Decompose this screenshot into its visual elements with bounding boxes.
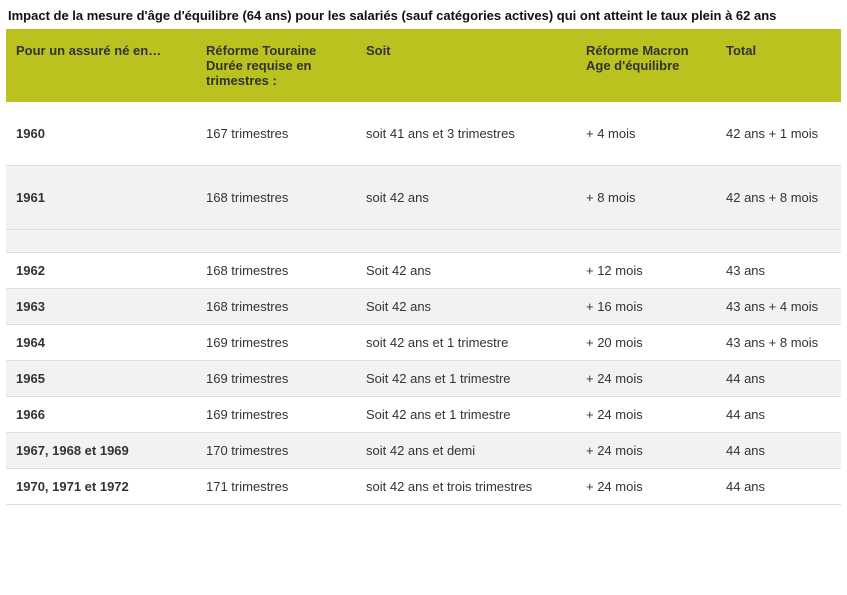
cell-trimestres: 169 trimestres: [196, 325, 356, 361]
cell-trimestres: 169 trimestres: [196, 361, 356, 397]
cell-macron: + 16 mois: [576, 289, 716, 325]
table-body: 1960167 trimestressoit 41 ans et 3 trime…: [6, 102, 841, 505]
cell-year: 1962: [6, 253, 196, 289]
table-container: Impact de la mesure d'âge d'équilibre (6…: [0, 0, 847, 515]
cell-soit: soit 42 ans: [356, 166, 576, 230]
cell-total: 44 ans: [716, 433, 841, 469]
cell-macron: + 4 mois: [576, 102, 716, 166]
cell-macron: + 24 mois: [576, 469, 716, 505]
cell-year: 1965: [6, 361, 196, 397]
cell-year: 1964: [6, 325, 196, 361]
cell-trimestres: 169 trimestres: [196, 397, 356, 433]
cell-macron: + 24 mois: [576, 361, 716, 397]
cell-soit: soit 42 ans et trois trimestres: [356, 469, 576, 505]
cell-year: 1963: [6, 289, 196, 325]
table-row: 1966169 trimestresSoit 42 ans et 1 trime…: [6, 397, 841, 433]
spacer-cell: [196, 230, 356, 253]
page-title: Impact de la mesure d'âge d'équilibre (6…: [8, 8, 841, 23]
table-header-row: Pour un assuré né en… Réforme Touraine D…: [6, 29, 841, 102]
cell-trimestres: 171 trimestres: [196, 469, 356, 505]
cell-soit: Soit 42 ans et 1 trimestre: [356, 361, 576, 397]
cell-year: 1970, 1971 et 1972: [6, 469, 196, 505]
cell-macron: + 20 mois: [576, 325, 716, 361]
cell-trimestres: 168 trimestres: [196, 253, 356, 289]
cell-total: 43 ans + 4 mois: [716, 289, 841, 325]
cell-soit: soit 41 ans et 3 trimestres: [356, 102, 576, 166]
spacer-row: [6, 230, 841, 253]
cell-soit: soit 42 ans et demi: [356, 433, 576, 469]
spacer-cell: [576, 230, 716, 253]
cell-year: 1960: [6, 102, 196, 166]
table-row: 1963168 trimestresSoit 42 ans + 16 mois4…: [6, 289, 841, 325]
spacer-cell: [6, 230, 196, 253]
col-header-touraine: Réforme Touraine Durée requise en trimes…: [196, 29, 356, 102]
cell-trimestres: 168 trimestres: [196, 166, 356, 230]
cell-total: 44 ans: [716, 397, 841, 433]
cell-soit: Soit 42 ans: [356, 289, 576, 325]
table-row: 1970, 1971 et 1972171 trimestressoit 42 …: [6, 469, 841, 505]
cell-total: 43 ans + 8 mois: [716, 325, 841, 361]
cell-total: 42 ans + 8 mois: [716, 166, 841, 230]
cell-soit: Soit 42 ans et 1 trimestre: [356, 397, 576, 433]
cell-total: 42 ans + 1 mois: [716, 102, 841, 166]
table-row: 1965169 trimestresSoit 42 ans et 1 trime…: [6, 361, 841, 397]
cell-trimestres: 167 trimestres: [196, 102, 356, 166]
spacer-cell: [356, 230, 576, 253]
cell-trimestres: 170 trimestres: [196, 433, 356, 469]
cell-soit: soit 42 ans et 1 trimestre: [356, 325, 576, 361]
cell-total: 44 ans: [716, 361, 841, 397]
col-header-macron: Réforme Macron Age d'équilibre: [576, 29, 716, 102]
col-header-total: Total: [716, 29, 841, 102]
impact-table: Pour un assuré né en… Réforme Touraine D…: [6, 29, 841, 505]
cell-soit: Soit 42 ans: [356, 253, 576, 289]
table-row: 1967, 1968 et 1969170 trimestressoit 42 …: [6, 433, 841, 469]
table-row: 1964169 trimestressoit 42 ans et 1 trime…: [6, 325, 841, 361]
cell-macron: + 12 mois: [576, 253, 716, 289]
cell-total: 44 ans: [716, 469, 841, 505]
cell-macron: + 24 mois: [576, 433, 716, 469]
cell-macron: + 24 mois: [576, 397, 716, 433]
col-header-soit: Soit: [356, 29, 576, 102]
table-row: 1962168 trimestresSoit 42 ans + 12 mois4…: [6, 253, 841, 289]
cell-year: 1961: [6, 166, 196, 230]
table-row: 1960167 trimestressoit 41 ans et 3 trime…: [6, 102, 841, 166]
cell-trimestres: 168 trimestres: [196, 289, 356, 325]
cell-total: 43 ans: [716, 253, 841, 289]
spacer-cell: [716, 230, 841, 253]
table-row: 1961168 trimestressoit 42 ans + 8 mois42…: [6, 166, 841, 230]
cell-year: 1966: [6, 397, 196, 433]
cell-year: 1967, 1968 et 1969: [6, 433, 196, 469]
cell-macron: + 8 mois: [576, 166, 716, 230]
col-header-year: Pour un assuré né en…: [6, 29, 196, 102]
